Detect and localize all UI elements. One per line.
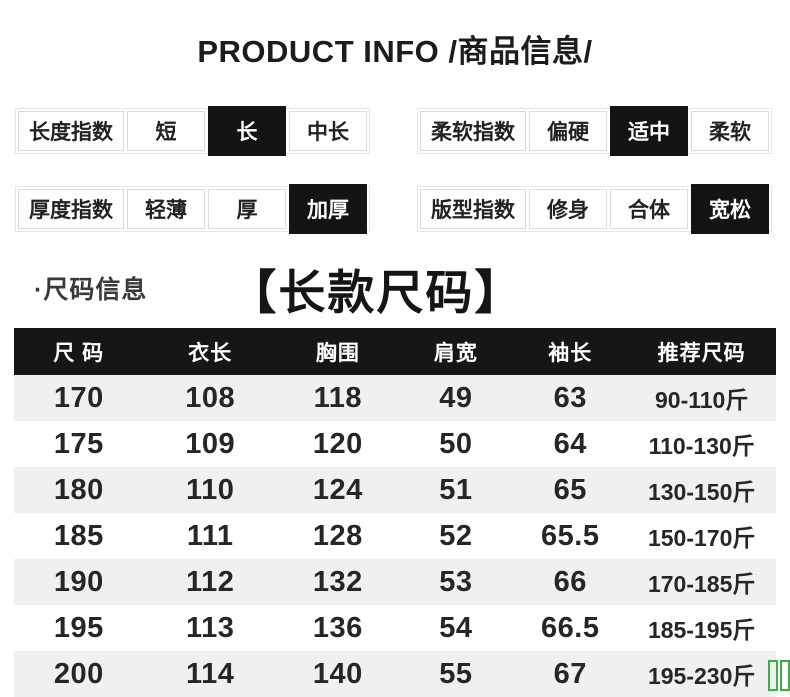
size-table-cell: 170-185斤 (647, 571, 756, 597)
size-table-header-cell: 袖长 (548, 341, 593, 365)
missing-glyph-box-icon (768, 660, 778, 691)
size-table-cell: 66 (553, 565, 587, 598)
size-table-cell: 118 (313, 381, 362, 414)
size-table-cell: 67 (553, 657, 587, 690)
index-option-selected[interactable]: 宽松 (691, 184, 769, 234)
index-grid: 长度指数短长中长 柔软指数 偏硬 适中 柔软 厚度指数 轻薄厚加厚 版型指数 修身 合体 宽松 (0, 71, 790, 234)
size-table-cell: 49 (439, 381, 473, 414)
page-title: PRODUCT INFO /商品信息/ (197, 34, 593, 69)
size-table-cell: 112 (186, 565, 235, 598)
index-option-selected[interactable]: 加厚 (289, 184, 367, 234)
size-table-cell: 128 (312, 519, 363, 552)
size-table-cell: 53 (439, 565, 473, 598)
missing-glyph-marker (768, 660, 790, 691)
size-table-cell: 90-110斤 (654, 387, 749, 413)
size-table-cell: 170 (53, 381, 104, 414)
size-table-cell: 114 (186, 657, 235, 690)
index-option[interactable]: 修身 (529, 189, 607, 229)
index-option-selected[interactable]: 适中 (610, 106, 688, 156)
index-group: 厚度指数 轻薄厚加厚 (15, 184, 370, 234)
size-table-cell: 111 (186, 519, 234, 552)
index-option-selected[interactable]: 长 (208, 106, 286, 156)
size-table-cell: 54 (439, 611, 473, 644)
size-table-header-cell: 衣长 (188, 341, 233, 365)
index-group-label: 厚度指数 (18, 189, 124, 229)
size-info-label: ·尺码信息 (34, 276, 148, 304)
size-table-cell: 50 (439, 427, 473, 460)
index-group-label: 长度指数 (18, 111, 124, 151)
size-table-cell: 200 (53, 657, 104, 690)
size-table-cell: 130-150斤 (647, 479, 756, 505)
size-table-row: 190 112 132 53 66 170-185斤 (14, 559, 776, 605)
size-table-cell: 180 (53, 473, 104, 506)
size-table-cell: 120 (312, 427, 363, 460)
size-section: ·尺码信息 【长款尺码】 (0, 252, 790, 324)
size-table-cell: 124 (312, 473, 363, 506)
size-table-cell: 55 (439, 657, 473, 690)
size-table-cell: 109 (185, 427, 236, 460)
size-table-row: 175 109 120 50 64 110-130斤 (14, 421, 776, 467)
index-group: 柔软指数 偏硬 适中 柔软 (417, 106, 772, 156)
size-table-cell: 150-170斤 (647, 525, 756, 551)
index-option[interactable]: 中长 (289, 111, 367, 151)
size-table-cell: 65 (553, 473, 587, 506)
index-option[interactable]: 偏硬 (529, 111, 607, 151)
size-table-cell: 110-130斤 (648, 433, 755, 459)
index-option[interactable]: 柔软 (691, 111, 769, 151)
size-table: 尺 码衣长 胸围 肩宽 袖长 推荐尺码 170 108 118 49 63 90-110斤 175 1… (14, 328, 776, 697)
size-table-row: 170 108 118 49 63 90-110斤 (14, 375, 776, 421)
size-table-header-cell: 尺 码 (53, 341, 105, 365)
size-table-cell: 52 (439, 519, 473, 552)
size-table-cell: 195-230斤 (647, 663, 756, 689)
size-table-cell: 136 (312, 611, 363, 644)
index-option[interactable]: 合体 (610, 189, 688, 229)
size-table-cell: 195 (53, 611, 104, 644)
index-option[interactable]: 厚 (208, 189, 286, 229)
size-table-cell: 108 (185, 381, 236, 414)
index-group: 长度指数短长中长 (15, 106, 370, 156)
size-table-cell: 132 (312, 565, 363, 598)
size-table-header-row: 尺 码 衣长 胸围 肩宽 袖长 推荐尺码 (14, 328, 776, 375)
size-table-cell: 65.5 (541, 519, 600, 552)
size-table-cell: 64 (553, 427, 587, 460)
missing-glyph-box-icon (780, 660, 790, 691)
index-group-label: 柔软指数 (420, 111, 526, 151)
size-table-cell: 185 (53, 519, 104, 552)
size-table-cell: 110 (186, 473, 235, 506)
size-table-row: 185 111 128 52 65.5 150-170斤 (14, 513, 776, 559)
size-table-cell: 185-195斤 (647, 617, 756, 643)
size-chart-heading: 【长款尺码】 (229, 267, 524, 320)
index-group-label: 版型指数 (420, 189, 526, 229)
size-table-body: 170 108 118 49 63 90-110斤 175 109 120 50 64 110-130… (14, 375, 776, 697)
index-option[interactable]: 轻薄 (127, 189, 205, 229)
size-table-header-cell: 推荐尺码 (657, 341, 746, 365)
size-table-header-cell: 肩宽 (433, 341, 478, 365)
size-table-row: 195 113 136 54 66.5 185-195斤 (14, 605, 776, 651)
size-table-row: 200 114 140 55 67 195-230斤 (14, 651, 776, 697)
size-table-cell: 190 (53, 565, 104, 598)
size-table-header-cell: 胸围 (315, 341, 360, 365)
size-table-cell: 51 (439, 473, 473, 506)
size-table-cell: 175 (53, 427, 104, 460)
size-table-cell: 140 (312, 657, 363, 690)
size-table-cell: 66.5 (541, 611, 600, 644)
size-table-row: 180 110 124 51 65 130-150斤 (14, 467, 776, 513)
size-table-cell: 113 (186, 611, 235, 644)
index-group: 版型指数 修身 合体 宽松 (417, 184, 772, 234)
index-option[interactable]: 短 (127, 111, 205, 151)
size-table-cell: 63 (553, 381, 587, 414)
